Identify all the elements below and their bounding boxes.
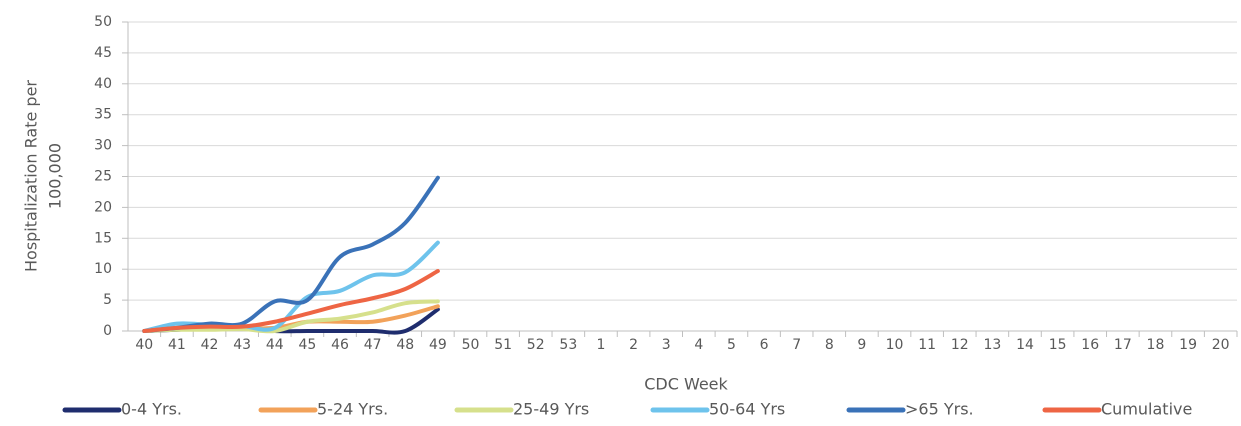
x-tick-label: 20: [1212, 337, 1230, 353]
x-tick-label: 41: [168, 337, 186, 353]
x-tick-label: 43: [233, 337, 251, 353]
y-tick-label: 30: [94, 138, 112, 154]
x-tick-label: 40: [135, 337, 153, 353]
x-tick-label: 1: [596, 337, 605, 353]
x-tick-label: 13: [983, 337, 1001, 353]
y-tick-label: 20: [94, 199, 112, 215]
y-tick-label: 40: [94, 76, 112, 92]
x-tick-label: 3: [662, 337, 671, 353]
x-tick-label: 50: [462, 337, 480, 353]
series-line: [142, 269, 440, 333]
x-tick-label: 46: [331, 337, 349, 353]
legend-label: 25-49 Yrs: [513, 400, 589, 419]
x-tick-label: 17: [1114, 337, 1132, 353]
y-tick-label: 10: [94, 261, 112, 277]
x-tick-label: 18: [1147, 337, 1165, 353]
x-tick-label: 7: [792, 337, 801, 353]
x-tick-label: 47: [364, 337, 382, 353]
x-tick-label: 15: [1049, 337, 1067, 353]
x-tick-label: 10: [886, 337, 904, 353]
x-tick-label: 5: [727, 337, 736, 353]
y-tick-label: 25: [94, 169, 112, 185]
x-tick-label: 53: [559, 337, 577, 353]
x-tick-label: 6: [760, 337, 769, 353]
x-tick-label: 44: [266, 337, 284, 353]
x-tick-label: 48: [396, 337, 414, 353]
x-axis-title: CDC Week: [644, 375, 728, 394]
y-tick-label: 5: [103, 292, 112, 308]
y-axis-title: 100,000: [46, 143, 65, 209]
x-tick-label: 16: [1081, 337, 1099, 353]
x-tick-label: 2: [629, 337, 638, 353]
x-tick-label: 14: [1016, 337, 1034, 353]
x-tick-label: 19: [1179, 337, 1197, 353]
x-tick-label: 49: [429, 337, 447, 353]
y-tick-label: 0: [103, 323, 112, 339]
x-tick-label: 9: [857, 337, 866, 353]
legend-label: 0-4 Yrs.: [121, 400, 182, 419]
x-tick-label: 8: [825, 337, 834, 353]
x-tick-label: 51: [494, 337, 512, 353]
legend-label: Cumulative: [1101, 400, 1192, 419]
y-tick-label: 45: [94, 45, 112, 61]
x-tick-label: 52: [527, 337, 545, 353]
x-tick-label: 12: [951, 337, 969, 353]
legend-label: >65 Yrs.: [905, 400, 974, 419]
y-tick-label: 35: [94, 107, 112, 123]
series-line: [142, 299, 440, 334]
y-tick-label: 50: [94, 14, 112, 30]
x-tick-label: 11: [918, 337, 936, 353]
y-tick-label: 15: [94, 230, 112, 246]
legend-label: 5-24 Yrs.: [317, 400, 388, 419]
legend-label: 50-64 Yrs: [709, 400, 785, 419]
x-tick-label: 45: [298, 337, 316, 353]
y-axis-title: Hospitalization Rate per: [22, 80, 41, 272]
x-tick-label: 42: [201, 337, 219, 353]
x-tick-label: 4: [694, 337, 703, 353]
